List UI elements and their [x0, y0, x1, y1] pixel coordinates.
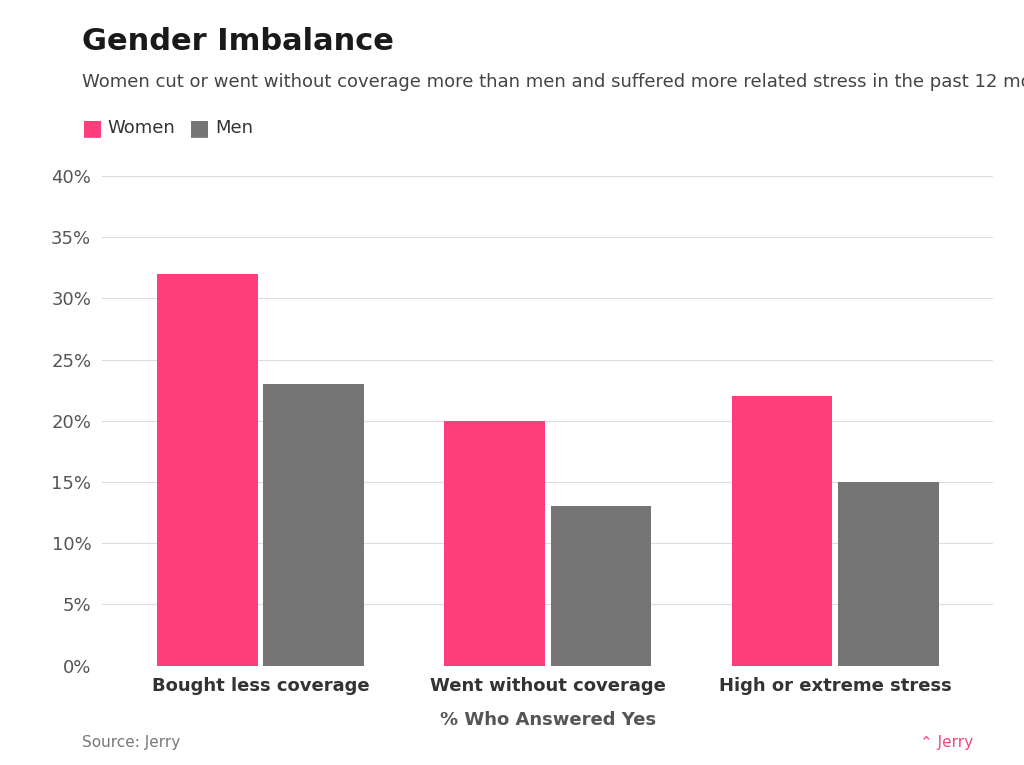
Text: ⌃ Jerry: ⌃ Jerry [920, 734, 973, 750]
Bar [732, 396, 833, 666]
Text: Source: Jerry: Source: Jerry [82, 734, 180, 750]
Bar [551, 506, 651, 666]
Text: Men: Men [215, 119, 253, 137]
Bar [444, 421, 545, 666]
Text: ■: ■ [82, 119, 103, 138]
Bar [838, 482, 939, 666]
Bar [157, 274, 258, 666]
X-axis label: % Who Answered Yes: % Who Answered Yes [439, 711, 656, 729]
Text: Women cut or went without coverage more than men and suffered more related stres: Women cut or went without coverage more … [82, 73, 1024, 91]
Text: ■: ■ [189, 119, 211, 138]
Text: Gender Imbalance: Gender Imbalance [82, 27, 394, 56]
Text: Women: Women [108, 119, 175, 137]
Bar [263, 384, 364, 666]
